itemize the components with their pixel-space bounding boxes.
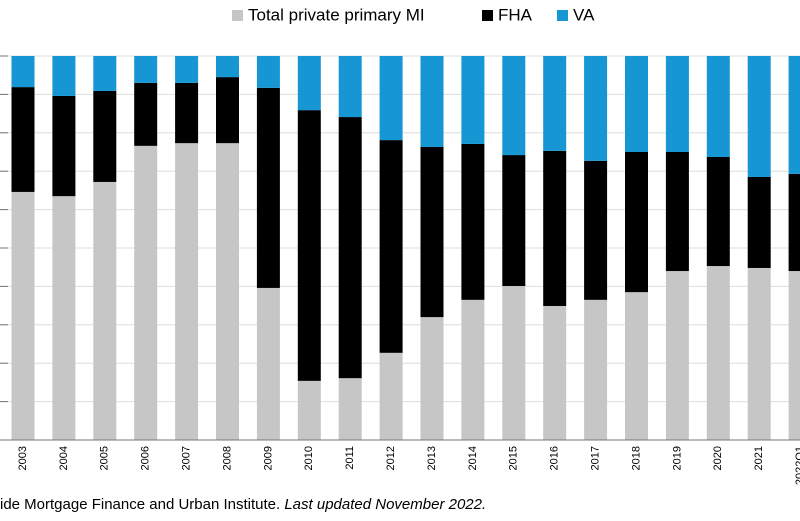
bar-segment — [11, 191, 35, 440]
bar-segment — [52, 196, 76, 440]
bar-segment — [665, 152, 689, 272]
x-tick-label: 2018 — [630, 446, 642, 470]
x-tick-label: 2011 — [344, 446, 356, 470]
bar-segment — [706, 56, 730, 157]
x-tick-label: 2014 — [467, 446, 479, 470]
bar-segment — [706, 156, 730, 267]
x-tick-label: 2016 — [549, 446, 561, 470]
bar-segment — [461, 143, 485, 300]
x-tick-label: 2008 — [221, 446, 233, 470]
legend-swatch — [482, 10, 493, 21]
x-tick-label: 2013 — [426, 446, 438, 470]
x-tick-label: 2009 — [262, 446, 274, 470]
x-tick-label: 2020 — [712, 446, 724, 470]
bar-segment — [584, 299, 608, 440]
bar-segment — [175, 143, 199, 440]
bar-segment — [134, 56, 158, 83]
x-tick-label: 2012 — [385, 446, 397, 470]
bar-segment — [93, 90, 117, 182]
bar-segment — [297, 56, 321, 111]
x-tick-label: 2021 — [753, 446, 765, 470]
bar-segment — [461, 299, 485, 440]
bar-segment — [256, 56, 280, 88]
x-tick-label: 2005 — [99, 446, 111, 470]
bar-segment — [461, 56, 485, 144]
bar-segment — [665, 56, 689, 152]
bar-segment — [175, 56, 199, 83]
x-tick-label: 2022Q1 — [794, 446, 800, 485]
bar-segment — [216, 56, 239, 78]
bar-segment — [379, 352, 403, 440]
bar-segment — [52, 56, 76, 96]
bar-segment — [216, 143, 239, 440]
x-tick-label: 2007 — [181, 446, 193, 470]
source: ide Mortgage Finance and Urban Institute… — [0, 496, 486, 513]
bar-segment — [420, 56, 444, 148]
bar-segment — [420, 147, 444, 318]
source-text: ide Mortgage Finance and Urban Institute… — [0, 496, 280, 513]
bar-segment — [93, 181, 117, 440]
bar-segment — [216, 77, 239, 144]
bar-segment — [93, 56, 117, 91]
bar-segment — [297, 110, 321, 381]
bar-segment — [134, 82, 158, 146]
bar-segment — [584, 56, 608, 161]
bar-segment — [297, 380, 321, 440]
bar-segment — [379, 56, 403, 141]
bar-segment — [338, 117, 362, 379]
bar-segment — [175, 82, 199, 144]
bar-segment — [788, 271, 800, 440]
bar-segment — [584, 160, 608, 300]
bar-segment — [543, 150, 567, 306]
legend-label: VA — [573, 5, 595, 24]
bar-segment — [543, 305, 567, 440]
x-tick-label: 2004 — [58, 446, 70, 470]
bar-segment — [420, 317, 444, 440]
bar-segment — [747, 56, 771, 177]
bar-segment — [788, 56, 800, 174]
x-tick-label: 2019 — [671, 446, 683, 470]
bar-segment — [625, 292, 648, 440]
bar-segment — [256, 87, 280, 288]
bar-segment — [625, 152, 648, 293]
x-tick-label: 2017 — [590, 446, 602, 470]
bar-segment — [788, 173, 800, 272]
legend-label: FHA — [498, 5, 533, 24]
legend-swatch — [557, 10, 568, 21]
bar-segment — [134, 145, 158, 440]
bar-segment — [665, 271, 689, 440]
bar-segment — [379, 140, 403, 353]
bar-segment — [11, 56, 35, 88]
bar-segment — [502, 155, 526, 287]
bar-segment — [502, 56, 526, 156]
bar-segment — [625, 56, 648, 152]
x-tick-label: 2006 — [140, 446, 152, 470]
bar-segment — [502, 286, 526, 440]
updated-text: Last updated November 2022. — [284, 496, 486, 513]
bar-segment — [543, 56, 567, 151]
bar-segment — [706, 266, 730, 440]
x-tick-label: 2015 — [508, 446, 520, 470]
bar-segment — [11, 87, 35, 192]
x-tick-label: 2010 — [303, 446, 315, 470]
bar-segment — [747, 267, 771, 440]
bar-segment — [256, 287, 280, 440]
legend-swatch — [232, 10, 243, 21]
bar-segment — [747, 176, 771, 268]
bar-segment — [338, 378, 362, 440]
legend-label: Total private primary MI — [248, 5, 425, 24]
x-tick-label: 2003 — [17, 446, 29, 470]
bar-segment — [338, 56, 362, 118]
bar-segment — [52, 95, 76, 197]
